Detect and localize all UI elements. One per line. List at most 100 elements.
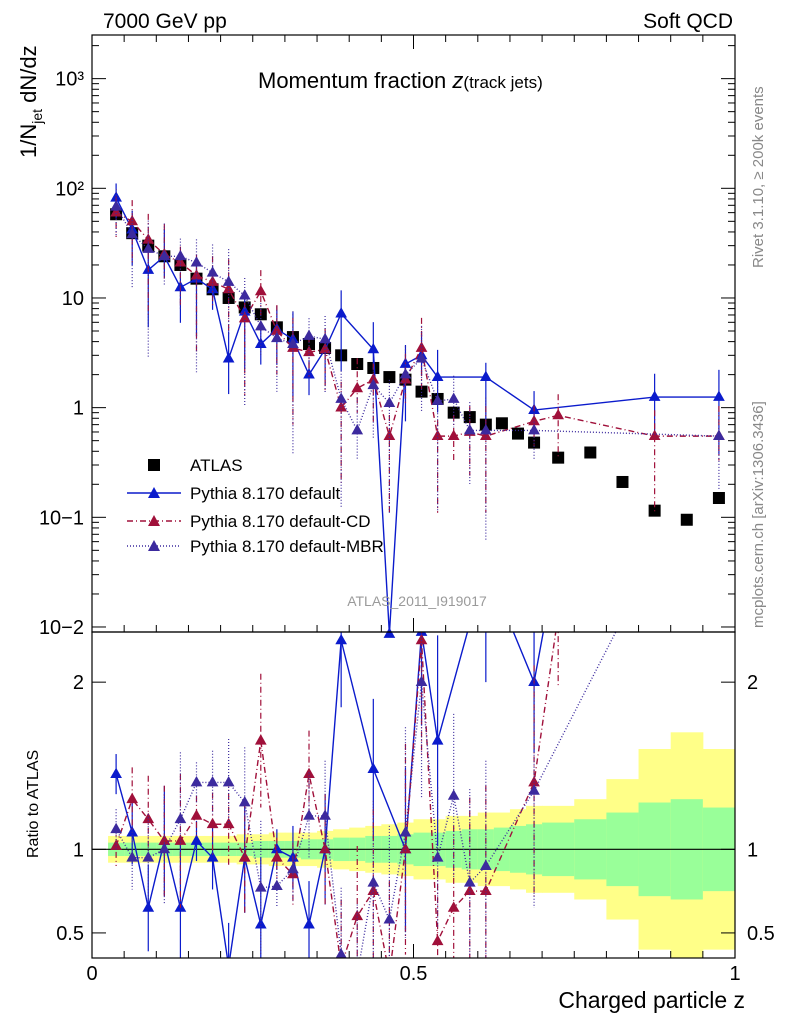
ratio-data-point <box>367 762 380 773</box>
mc-data-point <box>271 331 283 343</box>
mc-data-point <box>351 423 364 435</box>
mc-data-point <box>367 342 380 354</box>
ratio-data-point <box>528 775 540 787</box>
atlas-data-point <box>495 417 508 430</box>
ratio-data-point <box>351 909 364 921</box>
ratio-data-point <box>319 809 331 820</box>
legend-marker-default <box>148 487 160 498</box>
ratio-plot-frame <box>91 631 736 959</box>
ratio-data-point <box>447 901 460 912</box>
y-axis-label-sub: jet <box>29 109 45 125</box>
mcplots-label: mcplots.cern.ch [arXiv:1306.3436] <box>750 401 767 628</box>
mc-data-point <box>238 289 251 300</box>
mc-data-point <box>463 423 476 435</box>
mc-data-point <box>528 423 540 435</box>
ratio-series-group <box>110 559 617 970</box>
ratio-y-tick-label-right: 2 <box>747 672 758 694</box>
ratio-data-point <box>238 796 251 807</box>
y-axis-label-rest: dN/dz <box>16 45 41 109</box>
mc-data-point <box>222 282 235 294</box>
ratio-data-point <box>271 842 283 854</box>
ratio-data-point <box>479 859 492 870</box>
mc-data-point <box>367 378 380 390</box>
ratio-data-point <box>174 812 187 824</box>
mc-series-line <box>115 206 719 437</box>
mc-data-point <box>335 307 348 318</box>
ratio-data-point <box>287 862 299 874</box>
ratio-data-point <box>431 851 444 862</box>
mc-data-point <box>174 256 187 267</box>
ratio-data-point <box>335 948 347 958</box>
ratio-data-point <box>206 851 219 862</box>
mc-data-point <box>713 429 725 441</box>
main-title-sub: (track jets) <box>463 73 542 92</box>
mc-data-point <box>713 390 725 401</box>
ratio-data-point <box>110 767 122 779</box>
mc-data-point <box>190 269 203 280</box>
mc-data-point <box>110 206 122 217</box>
mc-data-point <box>415 341 428 352</box>
legend-marker-mbr <box>148 540 160 551</box>
mc-data-point <box>383 396 396 408</box>
main-y-tick-label: 10² <box>55 178 84 200</box>
ratio-data-point <box>335 633 348 645</box>
main-plot-frame <box>91 34 736 633</box>
atlas-data-point <box>463 411 476 424</box>
main-title-text: Momentum fraction <box>258 68 452 93</box>
ratio-data-point <box>303 809 315 820</box>
ratio-data-point <box>335 960 347 970</box>
energy-label: 7000 GeV pp <box>103 10 227 33</box>
ratio-data-point <box>222 817 235 829</box>
mc-data-point <box>367 373 380 384</box>
mc-data-point <box>351 381 364 393</box>
mc-data-point <box>126 214 139 226</box>
legend-label-default: Pythia 8.170 default <box>190 484 341 503</box>
ratio-data-point <box>110 839 122 850</box>
mc-data-point <box>287 337 299 348</box>
mc-data-point <box>126 227 139 239</box>
ratio-data-point <box>206 775 219 787</box>
ratio-data-point <box>206 817 219 829</box>
ratio-data-point <box>415 633 428 645</box>
mc-data-point <box>319 332 331 344</box>
mc-data-point <box>206 266 219 277</box>
mc-data-point <box>254 284 267 296</box>
atlas-data-point <box>616 475 629 488</box>
ratio-data-point <box>431 734 444 745</box>
ratio-data-point <box>463 884 476 896</box>
ratio-data-point <box>223 960 235 970</box>
atlas-data-point <box>383 371 396 384</box>
main-plot-layer <box>91 35 736 638</box>
mc-data-point <box>142 242 155 253</box>
ratio-data-point <box>480 559 492 569</box>
mc-data-point <box>431 370 444 381</box>
atlas-data-point <box>584 446 597 459</box>
atlas-data-point <box>415 385 428 398</box>
mc-data-point <box>271 324 283 335</box>
mc-data-point <box>479 429 492 441</box>
mc-data-point <box>319 342 331 354</box>
ratio-data-point <box>126 851 139 862</box>
mc-data-point <box>479 370 492 381</box>
mc-data-point <box>335 401 348 412</box>
ratio-panel: Ratio to ATLAS Charged particle z <box>25 559 745 1013</box>
analysis-id: ATLAS_2011_I919017 <box>347 593 487 609</box>
ratio-data-point <box>126 792 139 804</box>
main-y-tick-label: 10 <box>62 288 84 310</box>
ratio-data-point <box>447 789 460 800</box>
mc-data-point <box>190 256 203 267</box>
atlas-data-point <box>680 513 693 526</box>
main-title: Momentum fraction z(track jets) <box>258 68 543 93</box>
main-y-tick-label: 10−1 <box>39 507 84 529</box>
ratio-series-line <box>115 632 545 958</box>
x-tick-label: 0 <box>86 963 97 985</box>
mc-data-point <box>335 392 348 403</box>
mc-data-point <box>415 352 428 363</box>
mc-data-point <box>431 394 444 405</box>
mc-series-line <box>115 197 719 635</box>
main-y-tick-label: 10³ <box>55 69 84 91</box>
ratio-data-point <box>463 876 476 887</box>
mc-data-point <box>399 357 412 368</box>
x-tick-label: 0.5 <box>400 963 428 985</box>
